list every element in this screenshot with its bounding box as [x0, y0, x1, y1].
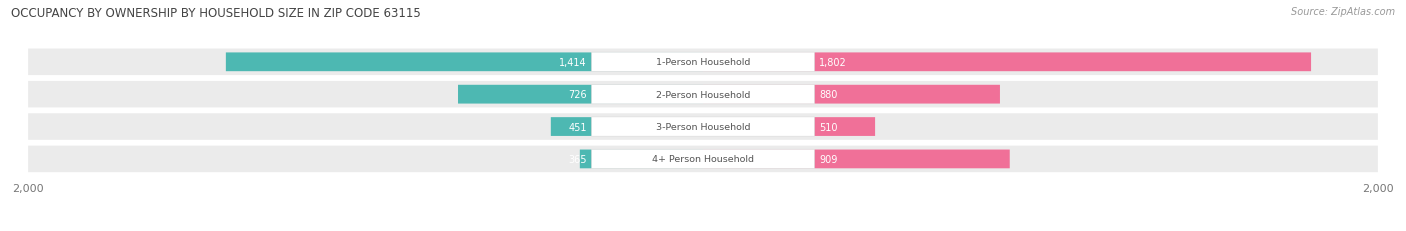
Text: 1,802: 1,802	[820, 58, 848, 67]
Text: Source: ZipAtlas.com: Source: ZipAtlas.com	[1291, 7, 1395, 17]
FancyBboxPatch shape	[703, 150, 1010, 169]
FancyBboxPatch shape	[28, 49, 1378, 76]
Text: 451: 451	[568, 122, 586, 132]
Text: OCCUPANCY BY OWNERSHIP BY HOUSEHOLD SIZE IN ZIP CODE 63115: OCCUPANCY BY OWNERSHIP BY HOUSEHOLD SIZE…	[11, 7, 420, 20]
Text: 4+ Person Household: 4+ Person Household	[652, 155, 754, 164]
Text: 880: 880	[820, 90, 838, 100]
FancyBboxPatch shape	[28, 146, 1378, 173]
FancyBboxPatch shape	[592, 85, 814, 104]
Text: 726: 726	[568, 90, 586, 100]
Text: 909: 909	[820, 154, 838, 164]
FancyBboxPatch shape	[551, 118, 703, 136]
FancyBboxPatch shape	[28, 82, 1378, 108]
Text: 1,414: 1,414	[560, 58, 586, 67]
Text: 1-Person Household: 1-Person Household	[655, 58, 751, 67]
FancyBboxPatch shape	[226, 53, 703, 72]
FancyBboxPatch shape	[592, 117, 814, 137]
FancyBboxPatch shape	[703, 118, 875, 136]
FancyBboxPatch shape	[579, 150, 703, 169]
Text: 365: 365	[568, 154, 586, 164]
FancyBboxPatch shape	[703, 85, 1000, 104]
FancyBboxPatch shape	[703, 53, 1310, 72]
FancyBboxPatch shape	[592, 149, 814, 169]
FancyBboxPatch shape	[28, 114, 1378, 140]
Text: 2-Person Household: 2-Person Household	[655, 90, 751, 99]
Text: 510: 510	[820, 122, 838, 132]
Text: 3-Person Household: 3-Person Household	[655, 122, 751, 131]
FancyBboxPatch shape	[592, 53, 814, 72]
FancyBboxPatch shape	[458, 85, 703, 104]
